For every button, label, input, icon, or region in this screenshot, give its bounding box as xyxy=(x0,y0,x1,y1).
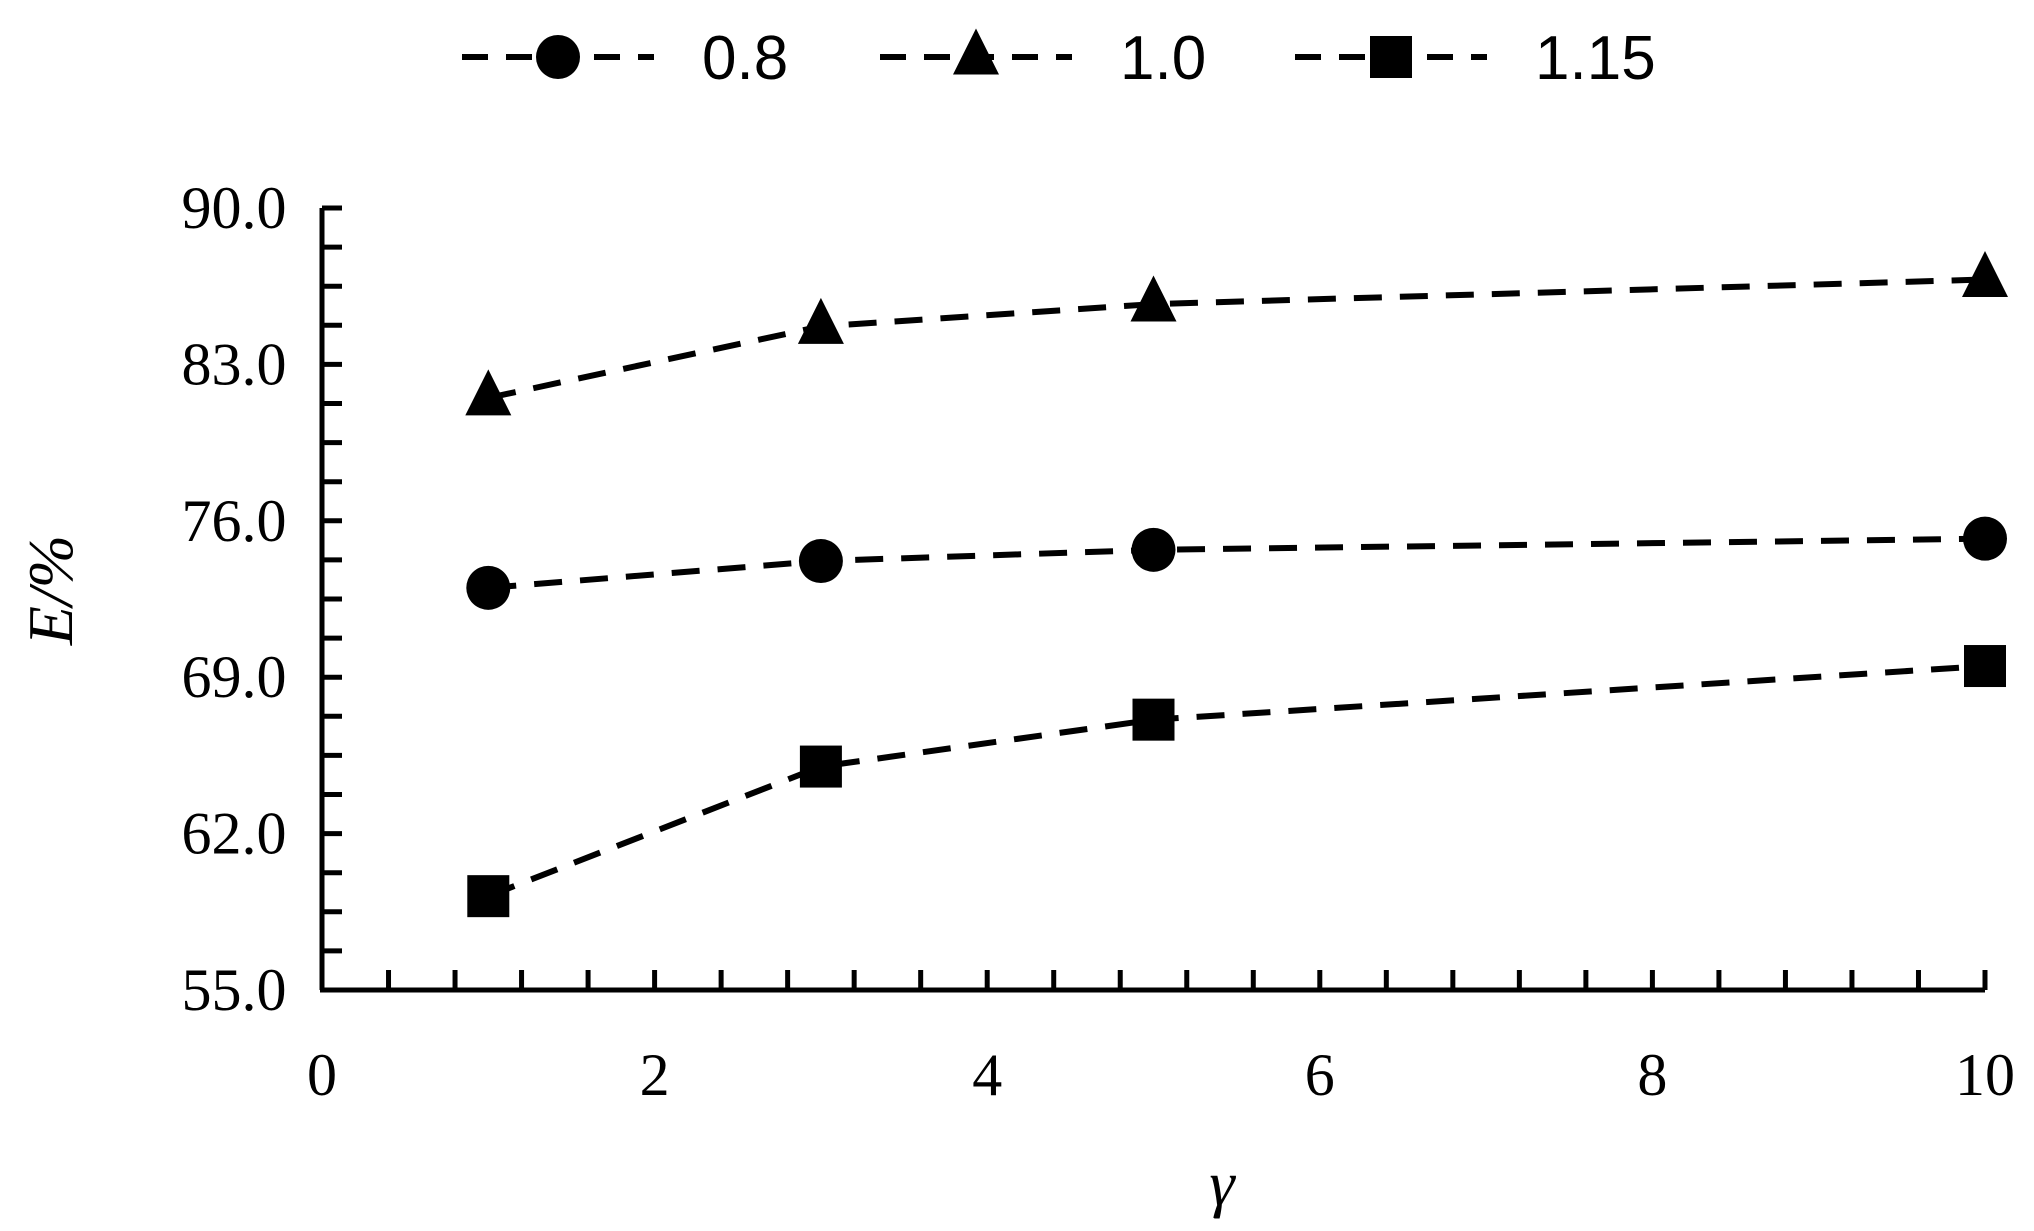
x-tick-label: 2 xyxy=(640,1042,670,1108)
legend-marker-circle xyxy=(536,35,580,79)
legend-marker-triangle xyxy=(953,28,999,75)
x-tick-label: 8 xyxy=(1637,1042,1667,1108)
data-point-triangle xyxy=(1130,275,1177,322)
data-point-circle xyxy=(798,539,843,584)
x-tick-label: 0 xyxy=(307,1042,337,1108)
series-line-0.8 xyxy=(488,535,1986,591)
series-markers xyxy=(465,250,2008,918)
legend-item: 1.15 xyxy=(1295,24,1656,93)
tick-labels: 55.0 62.0 69.0 76.0 83.0 90.0 0 2 4 6 8 10 xyxy=(182,175,2016,1108)
y-tick-label: 76.0 xyxy=(182,488,287,554)
axis-ticks xyxy=(319,205,1988,993)
x-tick-label: 4 xyxy=(972,1042,1002,1108)
data-point-triangle xyxy=(465,369,512,416)
x-tick-label: 10 xyxy=(1955,1042,2015,1108)
legend-item: 0.8 xyxy=(462,24,788,93)
data-point-circle xyxy=(1131,527,1176,572)
y-tick-label: 62.0 xyxy=(182,801,287,867)
data-point-square xyxy=(1132,698,1175,741)
x-axis-title: γ xyxy=(1209,1148,1236,1219)
legend-label: 0.8 xyxy=(702,24,788,93)
data-point-square xyxy=(1964,645,2006,688)
series-line-1.15 xyxy=(487,663,1986,899)
legend-item: 1.0 xyxy=(880,24,1206,93)
data-point-triangle xyxy=(1962,250,2008,297)
axes xyxy=(319,208,1985,993)
y-tick-label: 90.0 xyxy=(182,175,287,241)
y-tick-label: 69.0 xyxy=(182,644,287,710)
data-point-circle xyxy=(1963,516,2007,561)
y-tick-label: 83.0 xyxy=(182,331,287,397)
data-point-square xyxy=(467,875,510,918)
y-axis-title: E/% xyxy=(15,535,86,646)
x-tick-label: 6 xyxy=(1305,1042,1335,1108)
legend-marker-square xyxy=(1370,36,1412,78)
legend-label: 1.0 xyxy=(1120,24,1206,93)
data-point-circle xyxy=(466,565,511,610)
data-point-triangle xyxy=(797,297,844,344)
legend: 0.8 1.0 1.15 xyxy=(462,24,1656,93)
series-line-1.0 xyxy=(487,276,1986,401)
legend-label: 1.15 xyxy=(1535,24,1656,93)
data-point-square xyxy=(799,745,842,788)
y-tick-label: 55.0 xyxy=(182,957,287,1023)
series-lines xyxy=(487,276,1986,899)
